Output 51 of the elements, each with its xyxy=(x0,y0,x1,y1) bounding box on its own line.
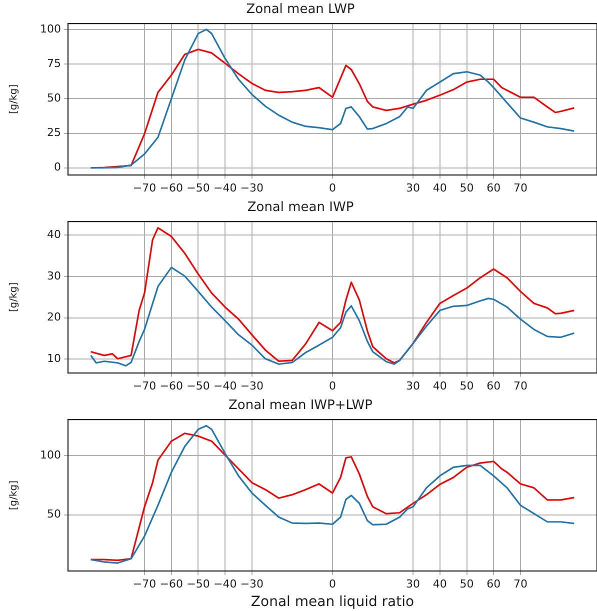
y-tick-label: 20 xyxy=(47,310,61,324)
x-tick-label: −60 xyxy=(160,379,183,392)
y-axis-title: [g/kg] xyxy=(8,480,20,510)
x-tick-label: −30 xyxy=(240,379,264,392)
chart-title: Zonal mean IWP xyxy=(247,200,354,216)
chart-title: Zonal mean LWP xyxy=(246,2,355,18)
y-tick-label: 30 xyxy=(47,269,61,282)
x-tick-label: 30 xyxy=(406,577,420,590)
x-tick-label: −40 xyxy=(213,577,237,590)
y-axis-title: [g/kg] xyxy=(8,84,20,114)
y-tick-label: 0 xyxy=(54,160,61,174)
x-tick-label: 50 xyxy=(460,379,474,392)
x-tick-label: −40 xyxy=(213,181,237,194)
y-tick-label: 75 xyxy=(47,56,61,70)
x-tick-label: −70 xyxy=(132,181,156,194)
x-tick-label: 60 xyxy=(486,379,501,392)
x-tick-label: 0 xyxy=(329,577,336,590)
y-axis-title: [g/kg] xyxy=(8,282,20,312)
x-tick-label: −50 xyxy=(186,379,210,392)
x-tick-label: 60 xyxy=(486,181,501,194)
x-axis-title: Zonal mean liquid ratio xyxy=(250,594,414,610)
y-tick-label: 10 xyxy=(47,352,61,366)
x-tick-label: 30 xyxy=(406,379,420,392)
x-tick-label: −50 xyxy=(186,577,210,590)
x-tick-label: 40 xyxy=(432,181,447,194)
y-tick-label: 50 xyxy=(47,508,61,521)
x-tick-label: 50 xyxy=(460,181,474,194)
x-tick-label: 40 xyxy=(432,379,447,392)
x-tick-label: −70 xyxy=(132,577,156,590)
y-tick-label: 40 xyxy=(47,228,61,242)
x-tick-label: −60 xyxy=(160,577,183,590)
x-tick-label: 50 xyxy=(460,577,474,590)
x-tick-label: 0 xyxy=(329,379,336,392)
x-tick-label: −50 xyxy=(186,181,210,194)
y-tick-label: 100 xyxy=(40,22,61,36)
chart-title: Zonal mean IWP+LWP xyxy=(228,398,373,414)
x-tick-label: −60 xyxy=(160,181,183,194)
x-tick-label: −70 xyxy=(132,379,156,392)
x-tick-label: 70 xyxy=(513,577,528,590)
x-tick-label: 70 xyxy=(513,379,528,392)
y-tick-label: 100 xyxy=(40,448,61,462)
x-tick-label: 40 xyxy=(432,577,447,590)
x-tick-label: 30 xyxy=(406,181,420,194)
x-tick-label: 0 xyxy=(329,181,336,194)
y-tick-label: 50 xyxy=(47,92,61,105)
x-tick-label: −30 xyxy=(240,181,264,194)
x-tick-label: 70 xyxy=(513,181,528,194)
x-tick-label: 60 xyxy=(486,577,501,590)
y-tick-label: 25 xyxy=(47,126,61,140)
x-tick-label: −40 xyxy=(213,379,237,392)
x-tick-label: −30 xyxy=(240,577,264,590)
